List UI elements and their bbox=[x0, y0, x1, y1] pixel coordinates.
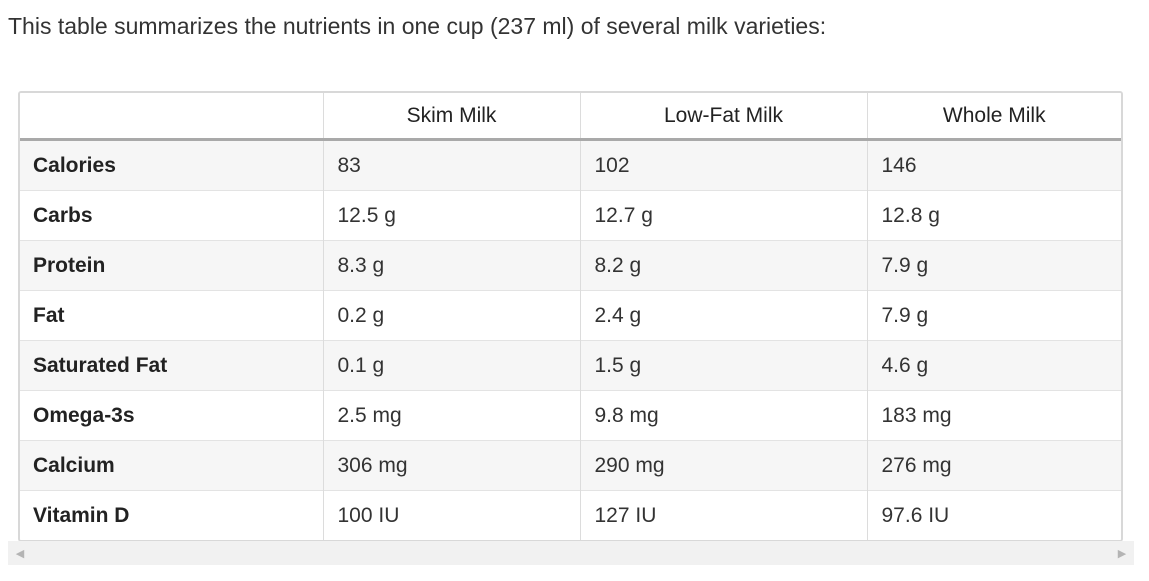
table-row: Saturated Fat 0.1 g 1.5 g 4.6 g bbox=[20, 340, 1121, 391]
intro-text: This table summarizes the nutrients in o… bbox=[8, 13, 827, 39]
whole-value: 4.6 g bbox=[866, 340, 1121, 391]
table-row: Vitamin D 100 IU 127 IU 97.6 IU bbox=[20, 490, 1121, 540]
skim-value: 12.5 g bbox=[322, 190, 580, 241]
nutrient-name: Protein bbox=[20, 240, 323, 291]
skim-value: 2.5 mg bbox=[322, 390, 580, 441]
triangle-left-icon[interactable]: ◀ bbox=[15, 546, 25, 560]
milk-nutrition-table: Skim Milk Low-Fat Milk Whole Milk Calori… bbox=[20, 93, 1121, 540]
lowfat-value: 127 IU bbox=[579, 490, 867, 540]
nutrient-name: Carbs bbox=[20, 190, 323, 241]
whole-value: 7.9 g bbox=[866, 290, 1121, 341]
skim-value: 8.3 g bbox=[322, 240, 580, 291]
lowfat-value: 290 mg bbox=[579, 440, 867, 491]
table-row: Omega-3s 2.5 mg 9.8 mg 183 mg bbox=[20, 390, 1121, 441]
table-row: Calcium 306 mg 290 mg 276 mg bbox=[20, 440, 1121, 491]
table-row: Carbs 12.5 g 12.7 g 12.8 g bbox=[20, 190, 1121, 241]
whole-value: 146 bbox=[866, 139, 1121, 191]
whole-value: 7.9 g bbox=[866, 240, 1121, 291]
lowfat-value: 8.2 g bbox=[579, 240, 867, 291]
table-row: Fat 0.2 g 2.4 g 7.9 g bbox=[20, 290, 1121, 341]
header-skim-milk: Skim Milk bbox=[322, 93, 580, 141]
triangle-right-icon[interactable]: ▶ bbox=[1117, 546, 1127, 560]
nutrient-name: Calcium bbox=[20, 440, 323, 491]
header-whole-milk: Whole Milk bbox=[866, 93, 1121, 141]
whole-value: 276 mg bbox=[866, 440, 1121, 491]
whole-value: 183 mg bbox=[866, 390, 1121, 441]
table-row: Calories 83 102 146 bbox=[20, 139, 1121, 191]
whole-value: 97.6 IU bbox=[866, 490, 1121, 540]
skim-value: 306 mg bbox=[322, 440, 580, 491]
lowfat-value: 2.4 g bbox=[579, 290, 867, 341]
lowfat-value: 1.5 g bbox=[579, 340, 867, 391]
nutrient-name: Omega-3s bbox=[20, 390, 323, 441]
lowfat-value: 102 bbox=[579, 139, 867, 191]
header-low-fat-milk: Low-Fat Milk bbox=[579, 93, 867, 141]
nutrient-name: Saturated Fat bbox=[20, 340, 323, 391]
table-body: Calories 83 102 146 Carbs 12.5 g 12.7 g … bbox=[20, 139, 1121, 540]
nutrient-name: Calories bbox=[20, 139, 323, 191]
table-row: Protein 8.3 g 8.2 g 7.9 g bbox=[20, 240, 1121, 291]
skim-value: 0.1 g bbox=[322, 340, 580, 391]
skim-value: 83 bbox=[322, 139, 580, 191]
header-nutrient bbox=[20, 93, 323, 141]
table-header: Skim Milk Low-Fat Milk Whole Milk bbox=[20, 93, 1121, 141]
header-row: Skim Milk Low-Fat Milk Whole Milk bbox=[20, 93, 1121, 141]
skim-value: 100 IU bbox=[322, 490, 580, 540]
whole-value: 12.8 g bbox=[866, 190, 1121, 241]
nutrient-name: Fat bbox=[20, 290, 323, 341]
lowfat-value: 12.7 g bbox=[579, 190, 867, 241]
nutrient-name: Vitamin D bbox=[20, 490, 323, 540]
nutrition-table-container: Skim Milk Low-Fat Milk Whole Milk Calori… bbox=[18, 91, 1123, 542]
horizontal-scrollbar[interactable]: ◀ ▶ bbox=[8, 541, 1134, 565]
lowfat-value: 9.8 mg bbox=[579, 390, 867, 441]
skim-value: 0.2 g bbox=[322, 290, 580, 341]
